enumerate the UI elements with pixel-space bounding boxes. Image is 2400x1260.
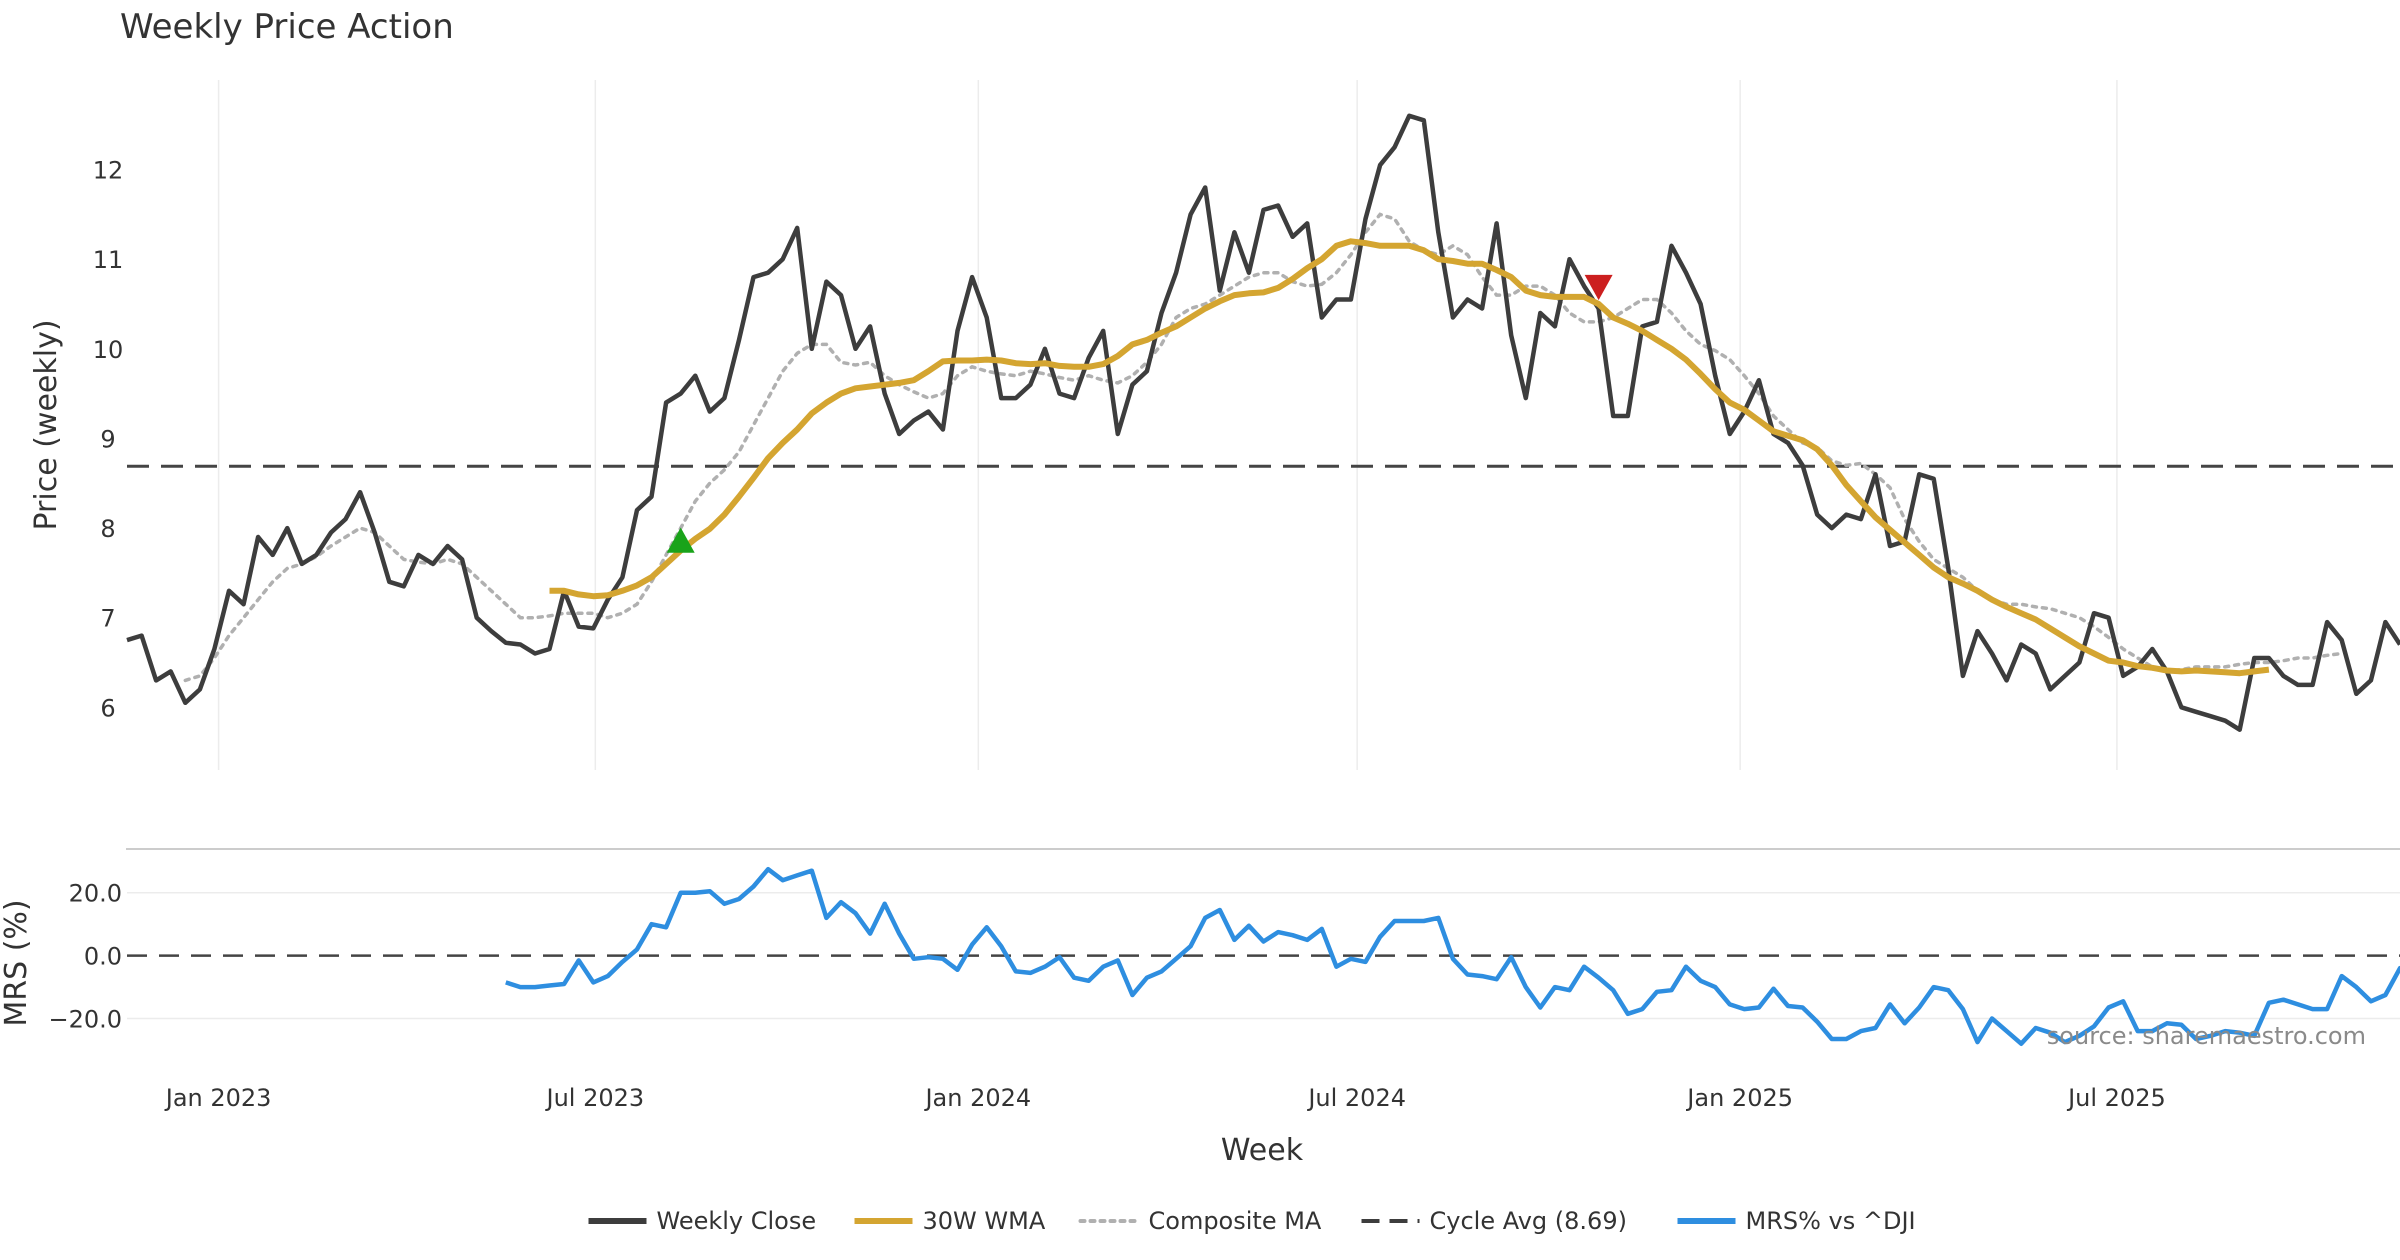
price-y-tick-label: 10 [93, 336, 124, 364]
x-axis-title: Week [1221, 1133, 1304, 1168]
chart-title: Weekly Price Action [120, 7, 454, 47]
price-y-tick-label: 12 [93, 157, 124, 185]
x-tick-label: Jan 2024 [923, 1084, 1031, 1112]
legend-item: MRS% vs ^DJI [1677, 1207, 1916, 1235]
composite-ma-line [183, 212, 2344, 683]
x-axis-ticks: Jan 2023 Jul 2023 Jan 2024 Jul 2024 Jan 2025… [164, 1084, 2166, 1112]
source-label: source: sharemaestro.com [2047, 1022, 2366, 1050]
legend-label: Weekly Close [657, 1207, 817, 1235]
legend-item: Weekly Close [588, 1207, 817, 1235]
x-tick-label: Jul 2024 [1306, 1084, 1406, 1112]
price-y-tick-label: 9 [100, 425, 115, 453]
wma-30w-line [549, 238, 2270, 677]
x-tick-label: Jul 2025 [2066, 1084, 2166, 1112]
mrs-panel: 20.0 0.0 −20.0 MRS (%) source: sharemaestr… [0, 848, 2400, 1050]
legend-label: Composite MA [1149, 1207, 1322, 1235]
mrs-y-ticks: 20.0 0.0 −20.0 [48, 880, 122, 1034]
legend-item: 30W WMA [854, 1207, 1046, 1235]
x-tick-label: Jan 2023 [164, 1084, 272, 1112]
legend-label: Cycle Avg (8.69) [1430, 1207, 1627, 1235]
mrs-y-tick-label: 20.0 [69, 880, 122, 908]
price-y-ticks: 6 7 8 9 10 11 12 [93, 157, 124, 723]
price-y-tick-label: 11 [93, 246, 124, 274]
x-tick-label: Jan 2025 [1685, 1084, 1793, 1112]
mrs-y-axis-title: MRS (%) [0, 899, 34, 1026]
sell-signal-marker [1584, 274, 1613, 301]
price-y-tick-label: 7 [100, 605, 115, 633]
mrs-gridlines [127, 891, 2400, 1020]
mrs-line [505, 866, 2400, 1046]
mrs-y-tick-label: 0.0 [84, 943, 122, 971]
legend-label: 30W WMA [923, 1207, 1046, 1235]
weekly-close-line [126, 113, 2400, 732]
price-y-axis-title: Price (weekly) [29, 319, 64, 530]
x-tick-label: Jul 2023 [545, 1084, 645, 1112]
price-panel: 6 7 8 9 10 11 12 Price (weekly) [29, 80, 2400, 770]
price-y-tick-label: 6 [100, 694, 115, 722]
mrs-y-tick-label: −20.0 [48, 1006, 122, 1034]
buy-signal-marker [666, 527, 695, 553]
price-y-tick-label: 8 [100, 515, 115, 543]
legend-item: Composite MA [1078, 1207, 1322, 1235]
legend: Weekly Close 30W WMA Composite MA Cycle Avg… [588, 1207, 1916, 1235]
price-gridlines [217, 80, 2118, 770]
legend-item: Cycle Avg (8.69) [1361, 1207, 1627, 1235]
legend-label: MRS% vs ^DJI [1746, 1207, 1916, 1235]
